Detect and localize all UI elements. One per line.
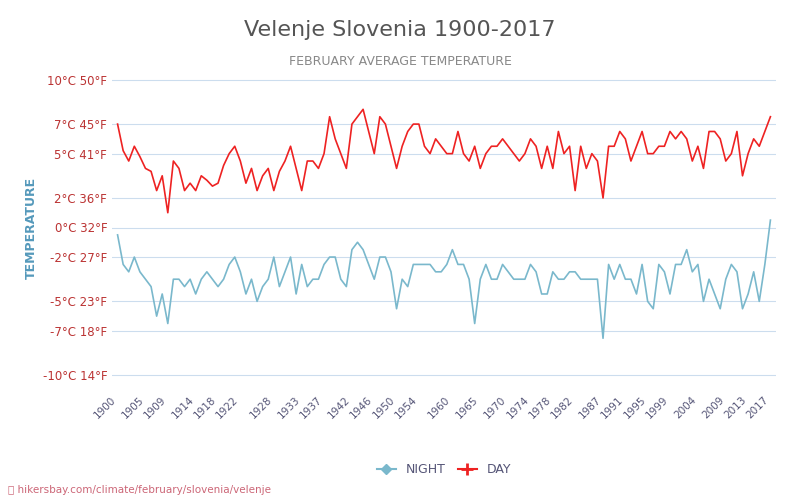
Y-axis label: TEMPERATURE: TEMPERATURE bbox=[25, 176, 38, 278]
Text: Velenje Slovenia 1900-2017: Velenje Slovenia 1900-2017 bbox=[244, 20, 556, 40]
Text:  hikersbay.com/climate/february/slovenia/velenje:  hikersbay.com/climate/february/sloveni… bbox=[8, 485, 271, 495]
Legend: NIGHT, DAY: NIGHT, DAY bbox=[372, 458, 516, 481]
Text: FEBRUARY AVERAGE TEMPERATURE: FEBRUARY AVERAGE TEMPERATURE bbox=[289, 55, 511, 68]
